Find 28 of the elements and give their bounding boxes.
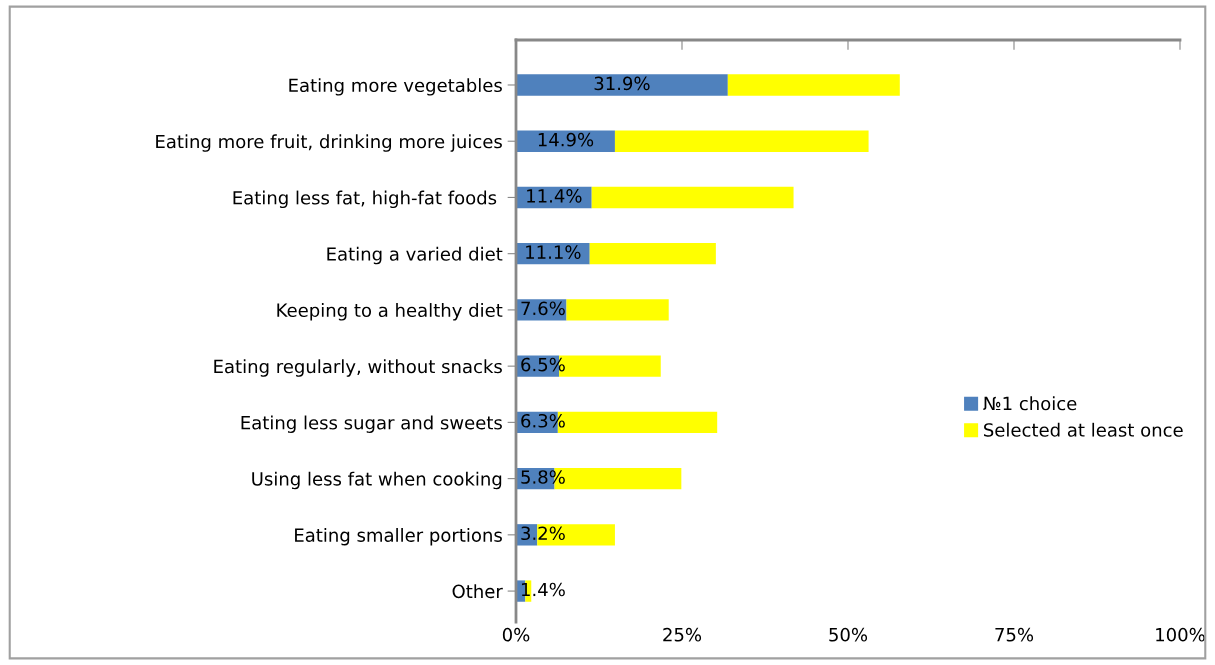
x-tick-label: 0% xyxy=(502,627,530,642)
data-label: 14.9% xyxy=(538,132,594,147)
bar xyxy=(614,130,869,152)
bar xyxy=(727,74,900,96)
y-tick-label: Keeping to a healthy diet xyxy=(277,303,503,321)
legend-label: Selected at least once xyxy=(984,422,1183,437)
x-tick-label: 50% xyxy=(829,627,868,642)
y-tick-label: Eating more vegetables xyxy=(289,78,502,96)
y-tick-label: Eating less sugar and sweets xyxy=(241,415,502,433)
y-tick-label: Eating more fruit, drinking more juices xyxy=(156,134,502,152)
legend-label: №1 choice xyxy=(983,396,1077,411)
y-tick-label: Eating a varied diet xyxy=(327,246,503,265)
data-label: 7.6% xyxy=(521,301,565,316)
y-tick-label: Other xyxy=(452,584,503,599)
x-tick-label: 25% xyxy=(663,627,702,642)
y-tick-label: Using less fat when cooking xyxy=(252,471,502,490)
data-label: 11.1% xyxy=(526,245,581,259)
y-tick-label: Eating smaller portions xyxy=(295,527,502,546)
bar xyxy=(516,74,728,96)
data-label: 31.9% xyxy=(594,76,650,91)
y-tick-label: Eating less fat, high-fat foods xyxy=(233,190,497,209)
bar xyxy=(566,299,669,321)
bar xyxy=(591,186,794,209)
bar xyxy=(589,243,716,265)
y-tick-label: Eating regularly, without snacks xyxy=(214,359,502,377)
data-label: 11.4% xyxy=(527,189,582,203)
x-tick-label: 75% xyxy=(995,627,1034,642)
x-tick-label: 100% xyxy=(1156,627,1205,642)
